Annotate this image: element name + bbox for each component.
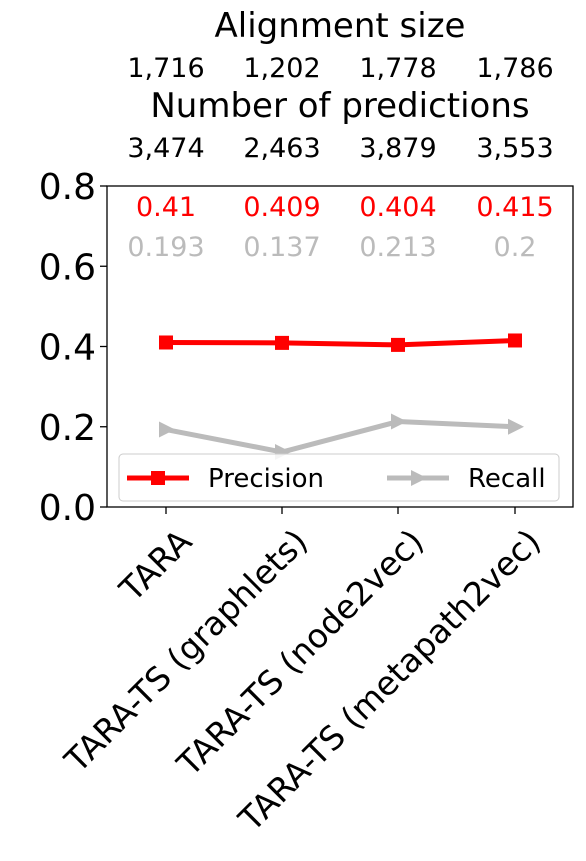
legend-recall-marker [411, 470, 427, 486]
series-line-precision [165, 337, 516, 348]
data-label-precision: 0.415 [476, 192, 553, 223]
marker-recall [159, 421, 175, 438]
marker-precision [508, 333, 522, 348]
alignment-value: 1,778 [359, 53, 436, 84]
marker-precision [159, 335, 173, 350]
prediction-value: 3,553 [476, 133, 553, 164]
prediction-value: 3,879 [359, 133, 436, 164]
legend: Precision Recall [118, 453, 560, 502]
y-axis: 0.0 0.2 0.4 0.6 0.8 [39, 167, 107, 529]
alignment-value: 1,716 [127, 53, 204, 84]
y-tick-label: 0.0 [39, 488, 96, 529]
data-label-precision: 0.409 [243, 192, 320, 223]
alignment-value: 1,202 [243, 53, 320, 84]
data-label-recall: 0.193 [127, 232, 204, 263]
data-label-precision: 0.404 [359, 192, 436, 223]
legend-precision-marker [151, 471, 165, 485]
data-label-precision: 0.41 [136, 192, 196, 223]
x-tick-label: TARA [111, 521, 199, 609]
y-tick-label: 0.6 [39, 247, 96, 288]
series-lines [159, 333, 524, 461]
y-tick-label: 0.2 [39, 408, 96, 449]
predictions-title: Number of predictions [150, 86, 529, 126]
data-labels: 0.41 0.409 0.404 0.415 0.193 0.137 0.213 0.2 [127, 192, 553, 263]
legend-precision-label: Precision [208, 464, 324, 494]
alignment-values: 1,716 1,202 1,778 1,786 [127, 53, 553, 84]
marker-precision [275, 335, 289, 350]
data-label-recall: 0.213 [359, 232, 436, 263]
alignment-value: 1,786 [476, 53, 553, 84]
prediction-values: 3,474 2,463 3,879 3,553 [127, 133, 553, 164]
marker-recall [391, 413, 407, 430]
prediction-value: 3,474 [127, 133, 204, 164]
marker-recall [508, 418, 524, 435]
prediction-value: 2,463 [243, 133, 320, 164]
y-tick-label: 0.8 [39, 167, 96, 208]
y-tick-label: 0.4 [39, 328, 96, 369]
legend-box [118, 453, 560, 502]
data-label-recall: 0.2 [494, 232, 537, 263]
data-label-recall: 0.137 [243, 232, 320, 263]
alignment-title: Alignment size [215, 6, 466, 46]
series-line-recall [165, 419, 516, 455]
marker-precision [391, 337, 405, 352]
legend-recall-label: Recall [468, 464, 546, 494]
